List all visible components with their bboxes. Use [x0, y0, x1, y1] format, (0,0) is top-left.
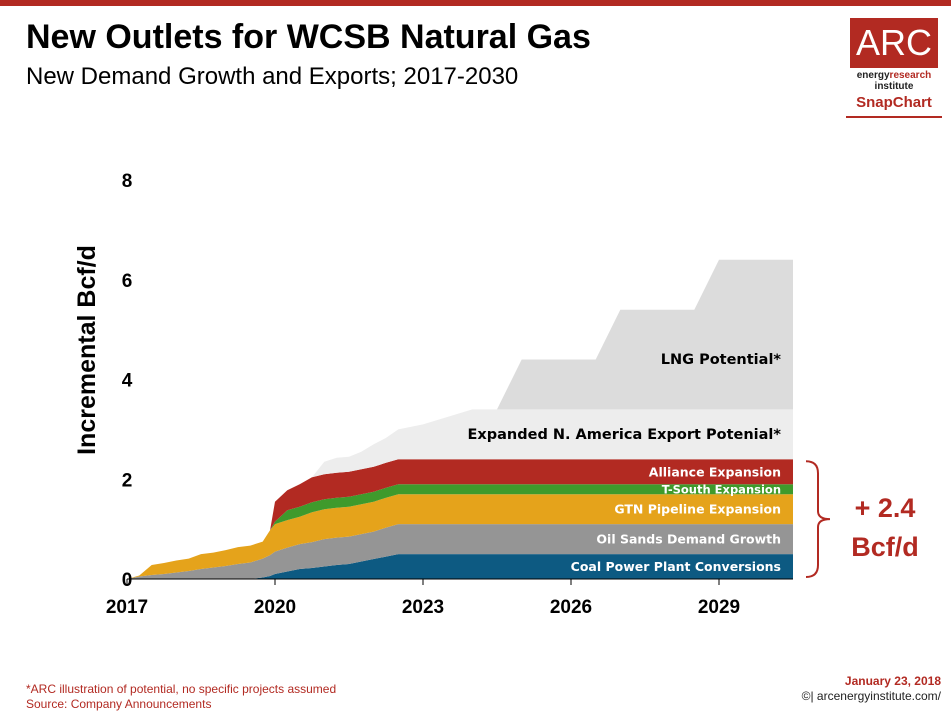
- footer-right: January 23, 2018 ©| arcenergyinstitute.c…: [802, 674, 941, 704]
- y-tick-label: 6: [122, 271, 133, 292]
- x-tick-label: 2029: [698, 597, 740, 618]
- bracket-label-line2: Bcf/d: [851, 532, 919, 562]
- series-label-gtn-pipeline-expansion: GTN Pipeline Expansion: [614, 502, 781, 517]
- y-tick-label: 4: [122, 371, 133, 392]
- total-bracket: [805, 460, 831, 578]
- series-label-alliance-expansion: Alliance Expansion: [649, 464, 781, 479]
- series-label-coal-power-plant-conversions: Coal Power Plant Conversions: [571, 559, 781, 574]
- bracket-label-line1: + 2.4: [855, 493, 916, 523]
- series-label-lng-potential: LNG Potential*: [661, 352, 782, 368]
- series-area-alliance-expansion: [127, 459, 793, 579]
- y-tick-label: 2: [122, 470, 133, 491]
- source-note: Source: Company Announcements: [26, 697, 212, 711]
- x-tick-label: 2017: [106, 597, 148, 618]
- series-area-oil-sands-demand-growth: [127, 524, 793, 579]
- series-area-gtn-pipeline-expansion: [127, 494, 793, 579]
- x-tick-label: 2023: [402, 597, 444, 618]
- copyright: ©| arcenergyinstitute.com/: [801, 689, 941, 703]
- footnote: *ARC illustration of potential, no speci…: [26, 682, 337, 696]
- publish-date: January 23, 2018: [844, 674, 941, 688]
- series-area-t-south-expansion: [127, 484, 793, 579]
- arc-logo: ARC energyresearch institute SnapChart: [846, 18, 942, 120]
- top-accent-rule: [0, 0, 951, 6]
- series-label-expanded-n-america-export-potenial: Expanded N. America Export Potenial*: [467, 427, 781, 443]
- logo-underline: [846, 116, 942, 118]
- chart-subtitle: New Demand Growth and Exports; 2017-2030: [26, 63, 519, 90]
- chart-title: New Outlets for WCSB Natural Gas: [26, 18, 591, 56]
- series-label-t-south-expansion: T-South Expansion: [662, 483, 781, 497]
- x-tick-label: 2020: [254, 597, 296, 618]
- y-tick-label: 0: [122, 570, 133, 591]
- y-tick-label: 8: [122, 171, 133, 192]
- logo-word-energy: energy: [856, 70, 890, 81]
- series-label-oil-sands-demand-growth: Oil Sands Demand Growth: [596, 532, 781, 547]
- logo-word-research: research: [889, 70, 932, 81]
- arc-logo-tagline-2: institute: [874, 81, 914, 92]
- series-area-expanded-n-america-export-potenial: [127, 409, 793, 579]
- x-tick-label: 2026: [550, 597, 592, 618]
- snapchart-label: SnapChart: [856, 94, 932, 111]
- arc-logo-box: ARC: [850, 18, 938, 68]
- series-area-coal-power-plant-conversions: [127, 554, 793, 579]
- footer-notes: *ARC illustration of potential, no speci…: [26, 682, 336, 712]
- arc-logo-tagline-1: energyresearch: [846, 70, 942, 81]
- y-axis-label: Incremental Bcf/d: [73, 245, 101, 455]
- series-area-lng-potential: [127, 259, 793, 579]
